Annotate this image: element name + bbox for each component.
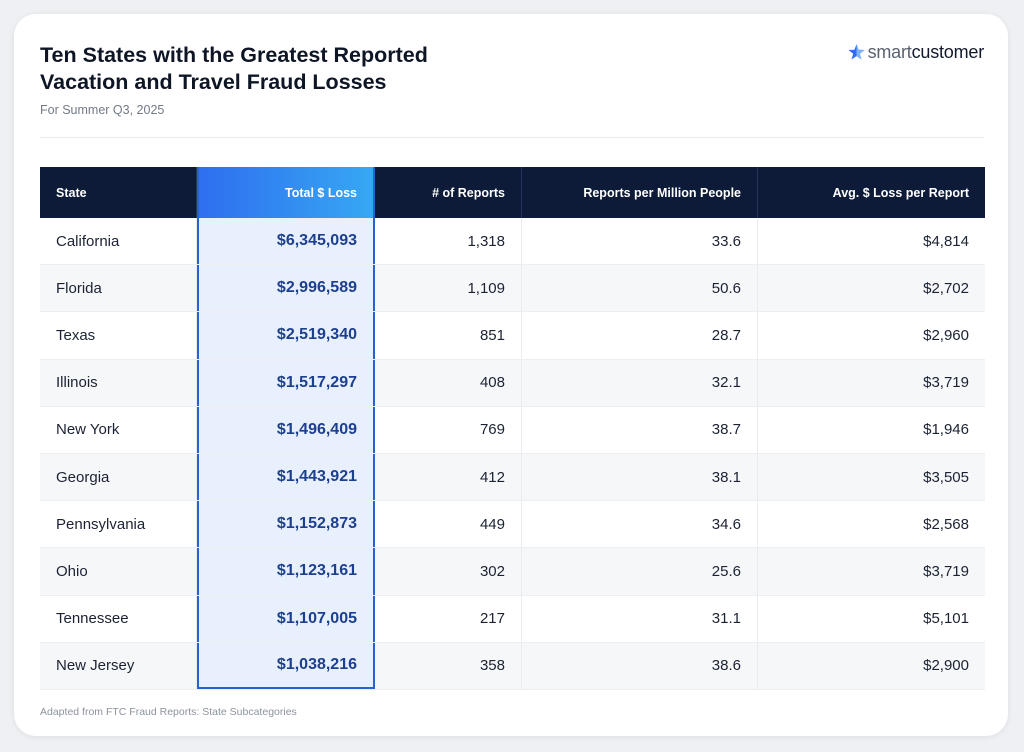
table-row: Texas $2,519,340 851 28.7 $2,960 (40, 312, 985, 360)
col-state-cell: Illinois (40, 359, 197, 406)
col-state-cell: New Jersey (40, 642, 197, 689)
col-reports-per-million-cell: 34.6 (522, 501, 758, 548)
table-row: Ohio $1,123,161 302 25.6 $3,719 (40, 548, 985, 596)
col-total-loss-cell: $2,519,340 (197, 312, 375, 359)
title-line-1: Ten States with the Greatest Reported (40, 43, 428, 67)
col-state-cell: Pennsylvania (40, 501, 197, 548)
logo-text-smart: smart (867, 42, 912, 62)
col-avg-loss-cell: $2,900 (758, 642, 985, 689)
table-row: New Jersey $1,038,216 358 38.6 $2,900 (40, 642, 985, 690)
col-reports-per-million-cell: 31.1 (522, 595, 758, 642)
col-avg-loss-cell: $1,946 (923, 421, 969, 439)
col-avg-loss-cell: $5,101 (923, 610, 969, 628)
table-row: Tennessee $1,107,005 217 31.1 $5,101 (40, 595, 985, 643)
brand-logo: smart customer (847, 42, 984, 63)
table-row: New York $1,496,409 769 38.7 $1,946 (40, 406, 985, 454)
col-total-loss-cell: $6,345,093 (197, 218, 375, 265)
col-avg-loss-cell: $4,814 (923, 232, 969, 250)
col-total-loss-cell: $1,443,921 (197, 453, 375, 501)
col-reports-cell: 412 (375, 453, 522, 501)
col-total-loss-cell: $2,996,589 (197, 265, 375, 312)
col-state-cell: Florida (40, 265, 197, 312)
col-reports-cell: 408 (375, 359, 522, 406)
col-total-loss-cell: $1,038,216 (197, 642, 375, 689)
star-icon (847, 44, 865, 60)
subtitle: For Summer Q3, 2025 (40, 103, 165, 117)
col-reports-cell: 358 (375, 642, 522, 689)
logo-text-customer: customer (911, 42, 985, 62)
table-header-row: State Total $ Loss # of Reports Reports per… (40, 167, 985, 218)
col-reports-per-million-cell: 28.7 (522, 312, 758, 359)
col-avg-loss-cell: $2,568 (923, 515, 969, 533)
col-reports-cell: 302 (375, 548, 522, 595)
header-divider (40, 137, 984, 138)
col-reports-per-million-cell: 25.6 (522, 548, 758, 595)
table-row: Pennsylvania $1,152,873 449 34.6 $2,568 (40, 501, 985, 549)
col-total-loss-cell: $1,152,873 (197, 501, 375, 548)
col-avg-loss-cell: $3,719 (758, 359, 985, 406)
fraud-loss-table: State Total $ Loss # of Reports Reports per… (40, 167, 985, 690)
col-reports-cell: 851 (375, 312, 522, 359)
col-avg-loss-cell: $2,702 (758, 265, 985, 312)
table-row: California $6,345,093 1,318 33.6 $4,814 (40, 218, 985, 266)
table-row: Florida $2,996,589 1,109 50.6 $2,702 (40, 265, 985, 313)
col-reports-cell: 1,318 (375, 218, 522, 265)
col-total-loss-cell: $1,517,297 (197, 359, 375, 406)
col-reports-cell: 449 (375, 501, 522, 548)
col-state-cell: Georgia (40, 453, 197, 501)
col-reports-cell: 1,109 (375, 265, 522, 312)
col-state-header: State (40, 167, 197, 218)
col-reports-per-million-cell: 38.6 (522, 642, 758, 689)
source-note: Adapted from FTC Fraud Reports: State Su… (40, 706, 297, 718)
col-reports-per-million-cell: 33.6 (522, 218, 758, 265)
table-row: Illinois $1,517,297 408 32.1 $3,719 (40, 359, 985, 407)
table-row: Georgia $1,443,921 412 38.1 $3,505 (40, 453, 985, 502)
title-line-2: Vacation and Travel Fraud Losses (40, 70, 387, 94)
col-total-loss-header: Total $ Loss (197, 167, 375, 218)
col-reports-per-million-header: Reports per Million People (522, 167, 758, 218)
page-title: Ten States with the Greatest Reported Va… (40, 42, 600, 96)
col-avg-loss-cell: $3,719 (758, 548, 985, 595)
col-state-cell: Ohio (40, 548, 197, 595)
col-reports-cell: 769 (375, 406, 522, 453)
col-state-cell: Texas (40, 312, 197, 359)
col-avg-loss-cell: $2,960 (923, 326, 969, 344)
col-total-loss-cell: $1,123,161 (197, 548, 375, 595)
col-state-cell: Tennessee (40, 595, 197, 642)
infographic-card: Ten States with the Greatest Reported Va… (14, 14, 1008, 736)
col-avg-loss-cell: $3,505 (758, 453, 985, 501)
col-state-cell: California (40, 218, 197, 265)
col-reports-cell: 217 (375, 595, 522, 642)
col-state-cell: New York (40, 406, 197, 453)
col-reports-per-million-cell: 38.1 (522, 453, 758, 501)
col-reports-header: # of Reports (375, 167, 522, 218)
col-reports-per-million-cell: 32.1 (522, 359, 758, 406)
col-reports-per-million-cell: 50.6 (522, 265, 758, 312)
col-total-loss-cell: $1,496,409 (197, 406, 375, 453)
col-total-loss-cell: $1,107,005 (197, 595, 375, 642)
col-reports-per-million-cell: 38.7 (522, 406, 758, 453)
col-avg-loss-header: Avg. $ Loss per Report (832, 185, 969, 200)
